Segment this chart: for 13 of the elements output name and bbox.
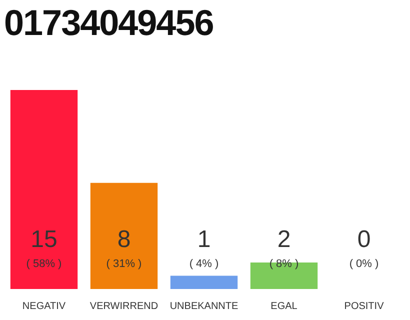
x-tick-label: VERWIRREND xyxy=(90,300,158,312)
bar xyxy=(10,90,78,289)
bar xyxy=(170,276,238,289)
data-label: 0 ( 0% ) xyxy=(349,226,379,270)
data-label: 1 ( 4% ) xyxy=(189,226,219,270)
x-tick-label: NEGATIV xyxy=(22,300,66,312)
x-tick-label: EGAL xyxy=(270,300,298,312)
chart-title: 01734049456 xyxy=(4,2,214,44)
x-tick-label: UNBEKANNTE xyxy=(170,300,238,312)
bar xyxy=(90,182,158,289)
x-tick-label: POSITIV xyxy=(344,300,384,312)
data-label: 15 ( 58% ) xyxy=(26,226,62,270)
data-label: 8 ( 31% ) xyxy=(106,226,142,270)
